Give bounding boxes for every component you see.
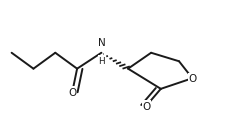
Text: O: O — [188, 74, 196, 83]
Text: H: H — [98, 56, 105, 65]
Text: N: N — [98, 38, 105, 48]
Text: O: O — [68, 87, 76, 97]
Text: O: O — [142, 101, 150, 111]
